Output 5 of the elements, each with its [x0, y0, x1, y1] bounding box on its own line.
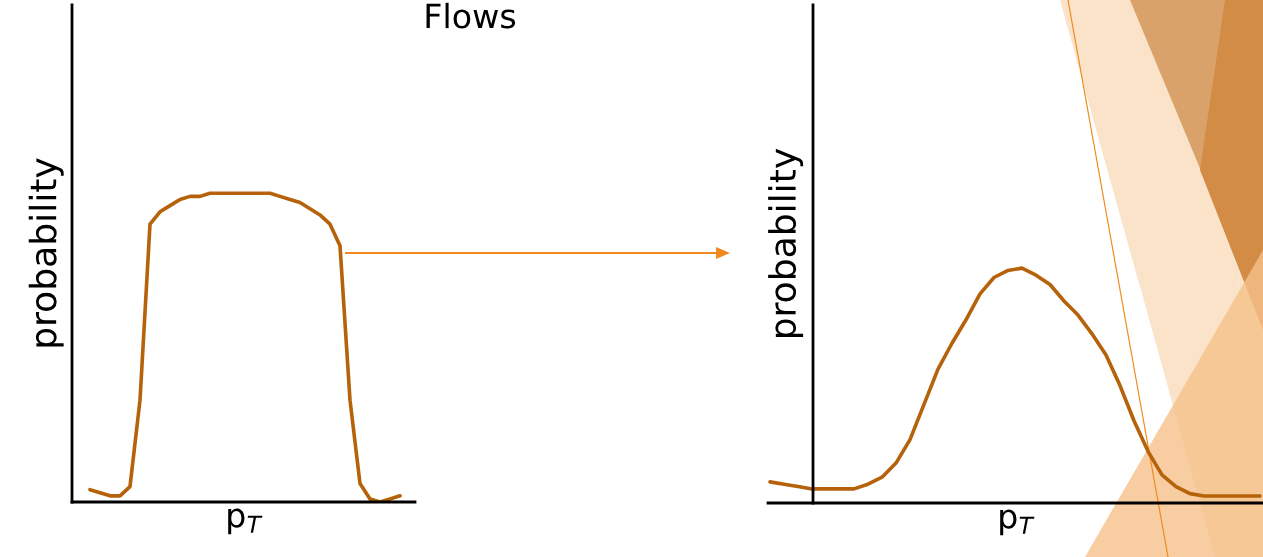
chart-title: Flows: [426, 2, 516, 29]
x-axis-title: p$_{T}$: [228, 508, 263, 535]
y-axis-title: probability: [768, 148, 804, 338]
x-axis-title: p$_{T}$: [1000, 509, 1035, 536]
y-axis-title: probability: [28, 158, 64, 347]
